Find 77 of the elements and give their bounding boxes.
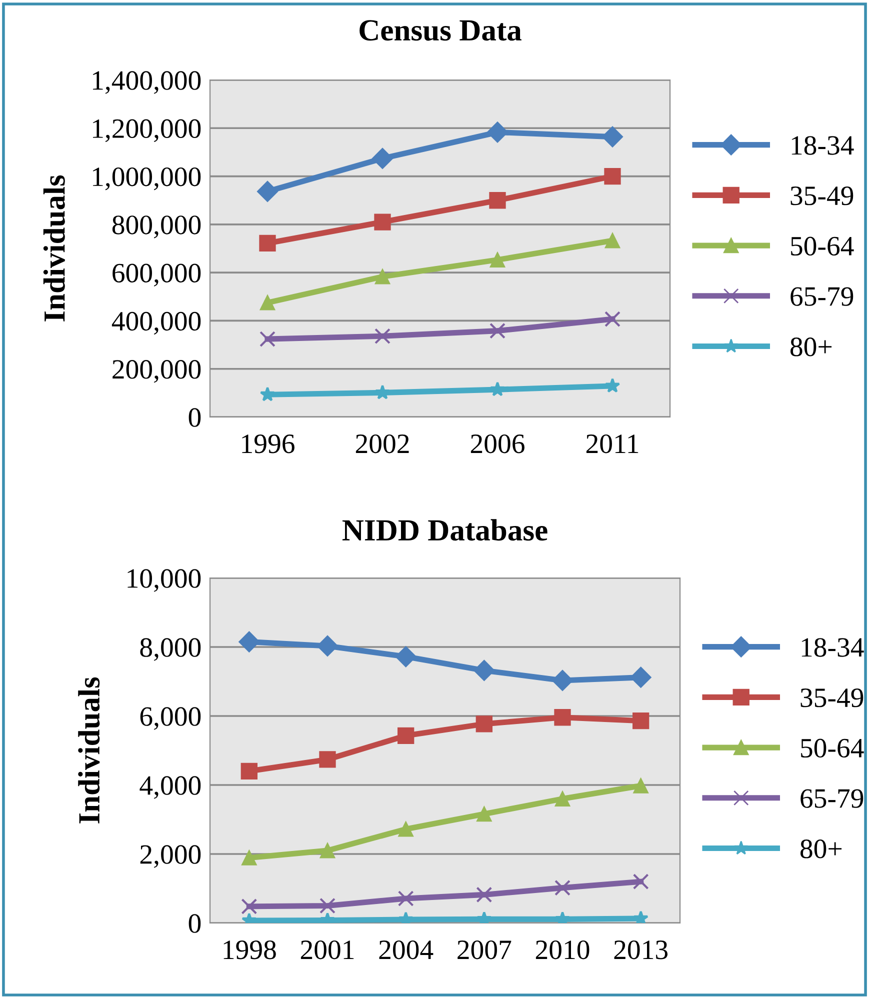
y-tick-label: 10,000 — [128, 569, 201, 592]
point — [256, 180, 278, 202]
y-axis-title: Individuals — [78, 677, 100, 824]
chart-title: Census Data — [360, 20, 522, 41]
legend-label: 35-49 — [790, 186, 854, 206]
y-tick-label: 1,400,000 — [93, 71, 201, 94]
chart-title: NIDD Database — [342, 519, 548, 541]
legend-label: 65-79 — [800, 789, 864, 808]
x-tick-label: 1998 — [224, 940, 276, 960]
point — [633, 778, 648, 794]
point — [259, 234, 276, 252]
y-tick-label: 8,000 — [140, 638, 201, 661]
x-tick-label: 1996 — [242, 434, 294, 454]
point — [241, 898, 258, 914]
y-tick-label: 600,000 — [112, 264, 201, 286]
x-tick-label: 2010 — [536, 940, 590, 960]
point — [374, 269, 390, 284]
point — [604, 168, 621, 185]
legend-label: 18-34 — [802, 638, 864, 657]
y-tick-label: 0 — [188, 914, 201, 933]
y-tick-label: 1,000,000 — [93, 167, 201, 190]
point — [489, 192, 506, 209]
point — [395, 646, 416, 668]
y-tick-label: 200,000 — [112, 360, 201, 383]
y-tick-label: 6,000 — [140, 707, 201, 730]
point — [372, 148, 394, 169]
x-tick-label: 2013 — [614, 940, 668, 960]
point — [398, 890, 414, 906]
point — [260, 331, 276, 347]
x-tick-label: 2001 — [300, 940, 354, 960]
point — [374, 214, 391, 230]
legend-label: 80+ — [790, 338, 832, 356]
point — [604, 232, 620, 248]
y-tick-label: 2,000 — [140, 845, 201, 868]
point — [260, 386, 276, 402]
point — [474, 660, 495, 681]
legend-label: 35-49 — [800, 688, 864, 708]
x-tick-label: 2006 — [470, 434, 524, 454]
x-tick-label: 2002 — [356, 434, 409, 454]
point — [490, 322, 506, 339]
legend-label: 18-34 — [792, 136, 854, 155]
point — [490, 382, 506, 396]
legend-label: 65-79 — [790, 287, 854, 306]
y-tick-label: 4,000 — [140, 776, 201, 799]
point — [554, 709, 571, 726]
point — [554, 880, 570, 896]
point — [398, 822, 414, 837]
point — [632, 874, 649, 890]
point — [316, 635, 338, 656]
x-tick-label: 2011 — [586, 434, 638, 454]
point — [260, 295, 276, 310]
point — [240, 762, 258, 780]
legend-label: 50-64 — [791, 236, 854, 256]
x-tick-label: 2004 — [379, 940, 434, 960]
point — [242, 850, 257, 866]
y-tick-label: 0 — [188, 408, 201, 427]
point — [319, 751, 336, 768]
x-tick-label: 2007 — [458, 940, 512, 960]
y-tick-label: 1,200,000 — [93, 119, 201, 142]
legend-label: 50-64 — [801, 738, 864, 758]
point — [554, 791, 570, 806]
point — [476, 716, 492, 732]
point — [476, 886, 492, 903]
point — [320, 842, 336, 858]
point — [320, 898, 336, 914]
point — [604, 378, 620, 393]
point — [490, 252, 506, 268]
legend-label: 80+ — [800, 840, 842, 858]
y-tick-label: 400,000 — [112, 312, 201, 335]
point — [374, 328, 390, 344]
point — [374, 384, 390, 400]
y-tick-label: 800,000 — [112, 216, 201, 238]
y-axis-title: Individuals — [43, 175, 65, 322]
point — [398, 727, 414, 744]
point — [476, 806, 492, 822]
point — [632, 712, 650, 730]
point — [604, 311, 620, 328]
